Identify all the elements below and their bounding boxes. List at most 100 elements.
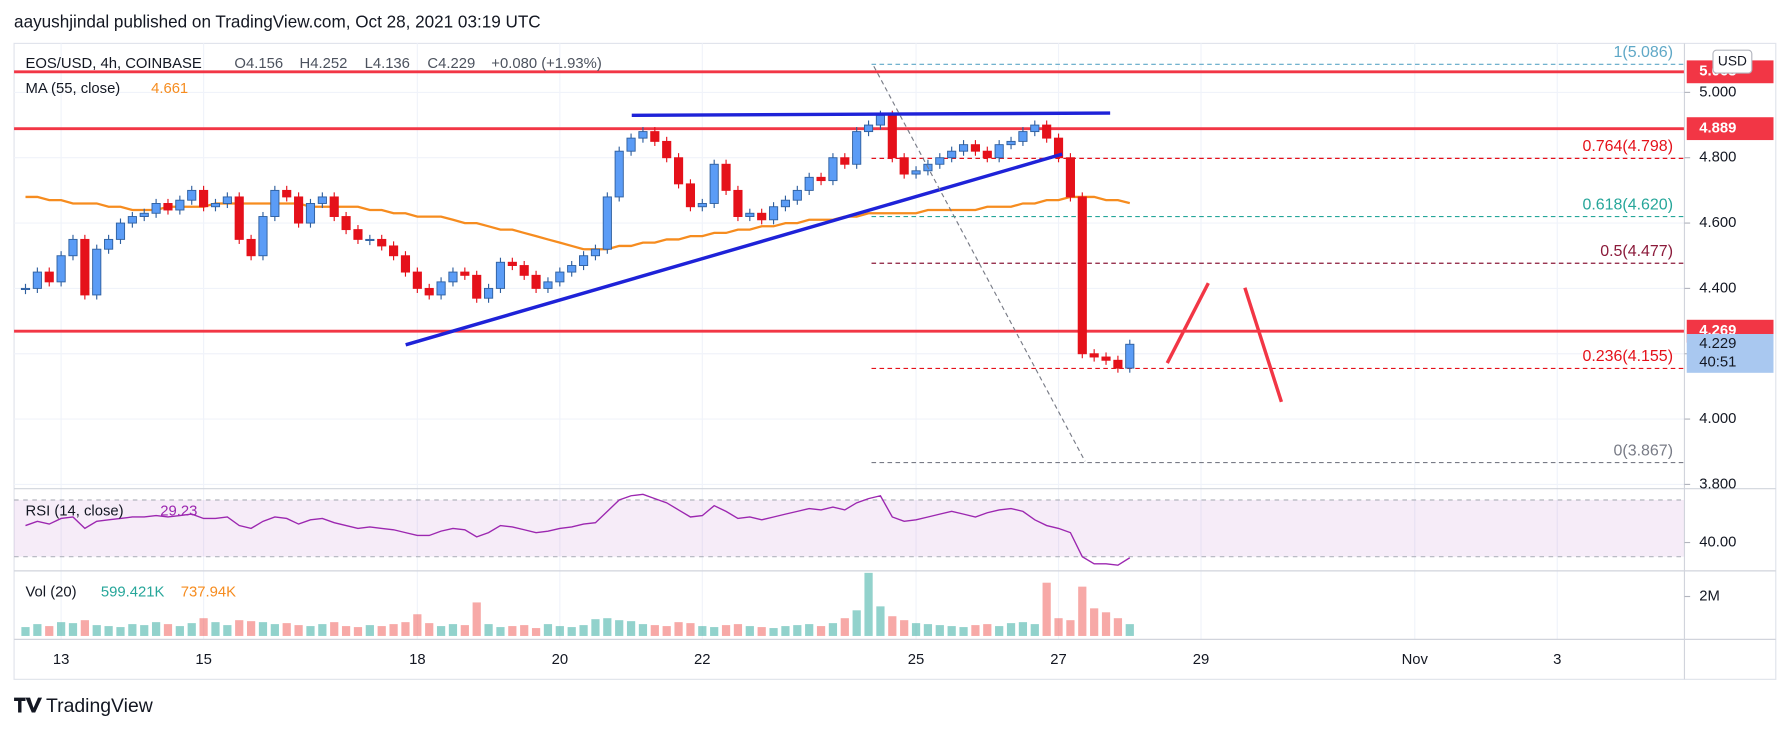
- candle: [674, 157, 684, 185]
- candle: [1113, 359, 1123, 369]
- time-tick-label: 20: [552, 652, 569, 668]
- price-tick-label: 3.800: [1699, 476, 1736, 492]
- candle: [115, 222, 126, 240]
- candle: [258, 216, 268, 257]
- volume-bar: [603, 618, 612, 636]
- volume-bar: [460, 625, 469, 636]
- volume-bar: [436, 626, 446, 636]
- candle: [139, 212, 149, 217]
- volume-bar: [579, 625, 588, 636]
- trendline: [405, 152, 1063, 347]
- candle: [329, 196, 339, 217]
- volume-bar: [246, 621, 256, 636]
- volume-bar: [911, 623, 921, 636]
- candle: [614, 150, 624, 198]
- volume-bar: [555, 626, 564, 636]
- price-tick-label: 4.800: [1699, 150, 1736, 166]
- candle: [567, 265, 577, 273]
- drawings: [405, 65, 1284, 462]
- candle: [80, 238, 90, 296]
- volume-bar: [258, 622, 268, 636]
- symbol-title: EOS/USD, 4h, COINBASE: [25, 56, 201, 72]
- volume-legend: Vol (20): [25, 584, 76, 600]
- candle: [389, 245, 399, 257]
- candle: [1077, 196, 1087, 355]
- candle: [436, 281, 446, 296]
- volume-bar: [686, 623, 695, 636]
- candle: [638, 131, 648, 139]
- volume-bar: [163, 624, 173, 636]
- time-tick-label: 29: [1193, 652, 1210, 668]
- candle: [412, 271, 422, 289]
- candle: [757, 212, 767, 221]
- last-price-label: 4.229: [1699, 336, 1736, 352]
- candle: [899, 157, 909, 175]
- ma-line: [25, 195, 1131, 251]
- candle: [1053, 137, 1064, 159]
- volume-bar: [769, 628, 778, 636]
- volume-bar: [330, 622, 339, 636]
- volume-bar: [448, 624, 458, 636]
- volume-bar: [971, 625, 980, 636]
- candle: [1006, 140, 1016, 146]
- candle: [353, 229, 363, 240]
- volume-bar: [947, 626, 956, 636]
- candle: [982, 150, 992, 159]
- ohlc-close: C4.229: [427, 56, 475, 72]
- volume-bar: [543, 624, 553, 636]
- last-price-box: [1686, 333, 1774, 373]
- candle: [887, 114, 897, 159]
- candle: [1018, 131, 1028, 142]
- volume-bar: [389, 624, 398, 636]
- currency-box: [1712, 49, 1753, 74]
- volume-bar: [33, 624, 42, 636]
- candle: [305, 203, 316, 224]
- candle: [234, 196, 244, 240]
- ohlc-high: H4.252: [300, 56, 348, 72]
- candle: [958, 144, 969, 152]
- candle: [1101, 356, 1111, 361]
- candle: [317, 196, 327, 204]
- trendline: [631, 111, 1111, 118]
- ohlc-low: L4.136: [365, 56, 410, 72]
- volume-tick-label: 2M: [1699, 588, 1720, 604]
- volume-bar: [959, 627, 968, 636]
- volume-bar: [92, 625, 101, 636]
- volume-bar: [531, 628, 541, 636]
- candle: [1042, 124, 1052, 139]
- time-tick-label: 15: [195, 652, 212, 668]
- brand-logo: [14, 697, 43, 713]
- volume-bar: [626, 621, 636, 636]
- volume-bar: [710, 627, 719, 636]
- price-tick-label: 4.000: [1699, 411, 1736, 427]
- candle: [721, 163, 731, 191]
- rsi-legend-value: 29.23: [160, 503, 197, 519]
- candle: [970, 144, 980, 152]
- time-tick-label: 13: [53, 652, 69, 668]
- volume-bar: [472, 602, 481, 636]
- candle: [32, 271, 42, 289]
- volume-bar: [864, 572, 873, 636]
- candle: [460, 271, 470, 276]
- arrow-down: [1243, 287, 1284, 403]
- bar-countdown: 40:51: [1699, 354, 1736, 370]
- volume-bar: [698, 626, 707, 636]
- candle: [709, 163, 719, 204]
- volume-bar: [983, 624, 992, 636]
- fib-diagonal: [873, 65, 1086, 462]
- candle: [484, 287, 494, 299]
- candle: [175, 199, 185, 211]
- ma-legend-value: 4.661: [151, 81, 188, 97]
- candle: [163, 203, 173, 211]
- candle: [282, 189, 292, 198]
- volume-bar: [365, 625, 374, 636]
- volume-bar: [1078, 586, 1087, 636]
- currency-badge: USD: [1712, 49, 1753, 74]
- candle: [1030, 124, 1040, 133]
- volume-bar: [235, 620, 244, 636]
- time-tick-label: Nov: [1402, 652, 1429, 668]
- volume-bar: [68, 623, 78, 636]
- ma-legend: MA (55, close): [25, 81, 120, 97]
- candle: [519, 265, 529, 276]
